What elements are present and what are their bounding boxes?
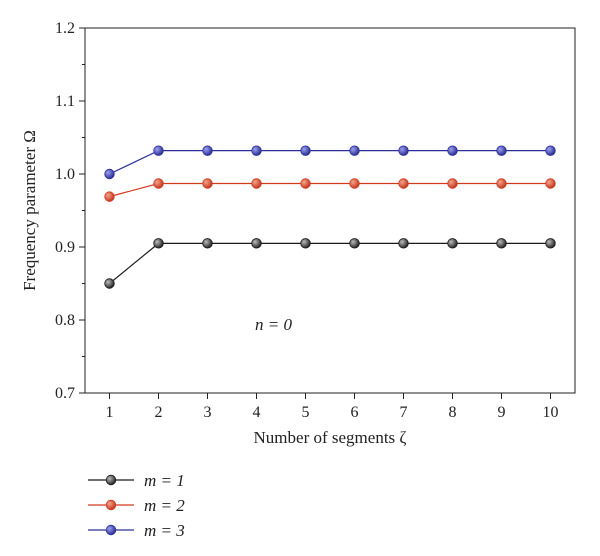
y-axis-title: Frequency parameter Ω bbox=[20, 130, 39, 291]
data-point bbox=[104, 191, 115, 202]
x-tick-label: 10 bbox=[543, 404, 559, 421]
y-tick-label: 1.1 bbox=[55, 93, 75, 110]
data-point bbox=[104, 168, 115, 180]
data-point bbox=[251, 178, 262, 189]
data-point bbox=[202, 238, 213, 249]
data-point bbox=[349, 238, 360, 249]
series-3 bbox=[104, 145, 556, 180]
series-line bbox=[109, 242, 551, 284]
x-axis-title: Number of segments ζ bbox=[254, 428, 407, 447]
legend-label: m = 1 bbox=[144, 471, 185, 490]
x-tick-label: 5 bbox=[302, 404, 310, 421]
data-point bbox=[496, 178, 507, 189]
y-tick-label: 0.9 bbox=[55, 239, 75, 256]
x-tick-label: 6 bbox=[351, 404, 359, 421]
series-line bbox=[109, 150, 551, 175]
data-point bbox=[153, 238, 164, 249]
data-point bbox=[545, 145, 556, 156]
data-point bbox=[349, 145, 360, 156]
x-tick-label: 9 bbox=[498, 404, 506, 421]
x-tick-label: 7 bbox=[400, 404, 408, 421]
data-point bbox=[300, 145, 311, 156]
data-point bbox=[300, 238, 311, 249]
y-tick-label: 0.8 bbox=[55, 312, 75, 329]
data-point bbox=[398, 145, 409, 156]
legend-item-3: m = 3 bbox=[88, 521, 185, 540]
plot-annotation: n = 0 bbox=[255, 315, 292, 334]
y-axis-ticks: 0.7 0.8 0.9 1.0 1.1 1.2 bbox=[55, 20, 85, 402]
data-point bbox=[202, 178, 213, 189]
series-2 bbox=[104, 178, 556, 202]
plot-frame bbox=[84, 27, 576, 394]
data-point bbox=[251, 145, 262, 156]
data-point bbox=[398, 238, 409, 249]
data-point bbox=[447, 178, 458, 189]
legend-marker bbox=[105, 524, 117, 536]
x-tick-label: 3 bbox=[204, 404, 212, 421]
x-tick-label: 2 bbox=[155, 404, 163, 421]
series-layer bbox=[104, 145, 556, 289]
x-tick-label: 1 bbox=[106, 404, 114, 421]
y-tick-label: 1.0 bbox=[55, 166, 75, 183]
y-tick-label: 1.2 bbox=[55, 20, 75, 37]
data-point bbox=[447, 238, 458, 249]
legend-marker bbox=[105, 499, 117, 511]
data-point bbox=[300, 178, 311, 189]
series-1 bbox=[104, 238, 556, 289]
data-point bbox=[251, 238, 262, 249]
legend: m = 1 m = 2 m = 3 bbox=[88, 471, 185, 540]
x-tick-label: 4 bbox=[253, 404, 261, 421]
x-axis-ticks: 1 2 3 4 5 6 7 8 9 10 bbox=[106, 393, 559, 421]
y-tick-label: 0.7 bbox=[55, 385, 75, 402]
legend-item-2: m = 2 bbox=[88, 496, 185, 515]
data-point bbox=[104, 278, 115, 289]
data-point bbox=[496, 238, 507, 249]
data-point bbox=[349, 178, 360, 189]
data-point bbox=[496, 145, 507, 156]
legend-label: m = 2 bbox=[144, 496, 185, 515]
data-point bbox=[545, 238, 556, 249]
data-point bbox=[398, 178, 409, 189]
legend-item-1: m = 1 bbox=[88, 471, 185, 490]
data-point bbox=[447, 145, 458, 156]
legend-label: m = 3 bbox=[144, 521, 185, 540]
series-line bbox=[109, 182, 551, 198]
data-point bbox=[153, 145, 164, 156]
data-point bbox=[153, 178, 164, 189]
plot-border bbox=[84, 27, 576, 394]
data-point bbox=[545, 178, 556, 189]
data-point bbox=[202, 145, 213, 156]
x-tick-label: 8 bbox=[449, 404, 457, 421]
legend-marker bbox=[105, 474, 117, 486]
